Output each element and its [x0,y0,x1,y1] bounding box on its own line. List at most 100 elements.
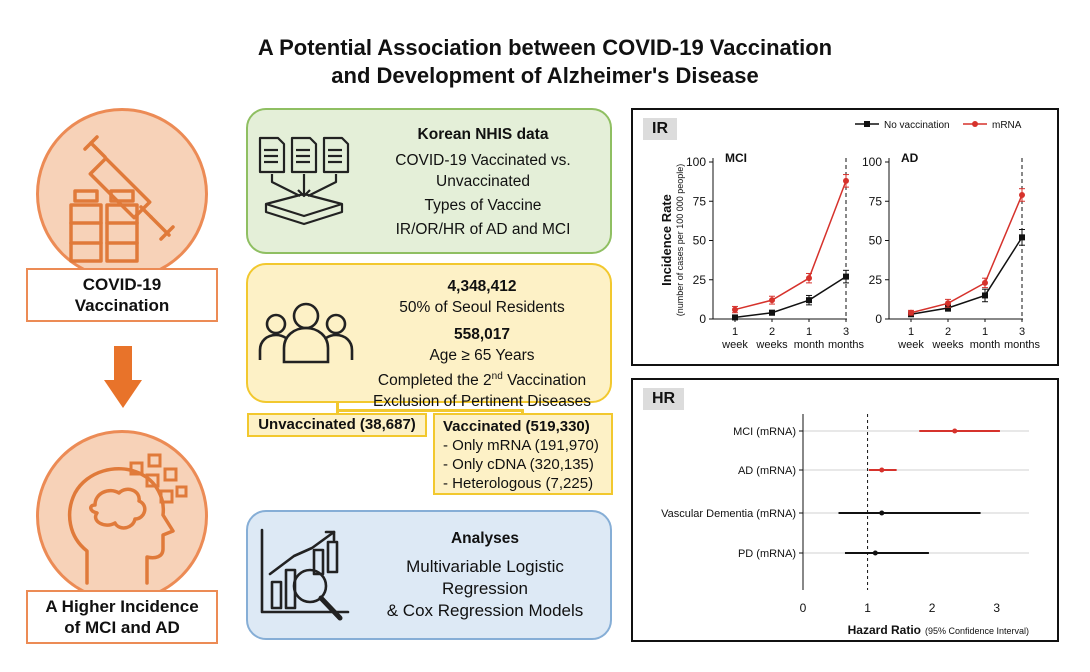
ir-point [843,273,849,280]
page-title: A Potential Association between COVID-19… [0,34,1090,90]
hr-row-label: Vascular Dementia (mRNA) [661,508,796,520]
ir-point [806,275,812,282]
hr-point [872,550,878,556]
ir-series-line [910,194,1023,314]
syringe-vials-icon [69,135,175,263]
analyses-heading: Analyses [450,530,520,547]
ir-ytick-label-0: 50 [693,234,707,248]
cohort-count-2: 558,017 [453,326,511,343]
documents-database-icon [258,136,350,226]
hr-chart: 0 1 2 3 Hazard Ratio (95% Confidence Interval… [661,414,1029,637]
ir-point [1019,234,1025,241]
ir-xtick-unit-1: weeks [931,339,964,351]
ir-point [769,297,775,304]
people-group-icon [258,302,354,364]
ir-xtick-unit-0: weeks [755,339,788,351]
ir-point [769,309,775,316]
analyses-line-3: & Cox Regression Models [386,601,584,620]
legend-marker-0 [864,121,870,127]
cohort-desc-2: Age ≥ 65 Years [429,347,535,364]
vaccinated-group: Vaccinated (519,330) - Only mRNA (191,97… [433,413,613,495]
ir-point [982,292,988,299]
ir-chart: No vaccination mRNA Incidence Rate (number … [659,120,1041,351]
ir-ylabel-sub: (number of cases per 100 000 people) [675,164,685,317]
ir-point [1019,191,1025,198]
legend-label-0: No vaccination [884,120,950,131]
covid-vaccination-label: COVID-19 Vaccination [26,268,218,322]
data-source-box [246,108,612,254]
hr-panel: HR 0 1 2 3 Hazard Ratio (95% Confidence Inter… [631,378,1059,642]
ir-xtick-num-1: 1 [982,326,988,338]
analyses-line-2: Regression [442,579,528,598]
ir-xtick-num-0: 2 [769,326,775,338]
hr-point [879,467,885,473]
data-box-line-4: IR/OR/HR of AD and MCI [395,221,571,238]
incidence-label-line-1: A Higher Incidence [45,597,199,616]
down-arrow-icon [104,380,142,408]
hr-xtick-label: 2 [929,601,936,615]
cohort-desc-4: Exclusion of Pertinent Diseases [373,393,591,411]
hr-point [879,510,885,516]
ir-ytick-label-1: 50 [869,234,883,248]
ir-point [945,305,951,312]
hr-point [952,428,958,434]
ir-ytick-label-1: 75 [869,194,883,208]
cohort-count-1: 4,348,412 [447,278,517,295]
data-box-line-3: Types of Vaccine [424,197,542,214]
ir-xtick-unit-0: month [794,339,825,351]
connector-horizontal [336,409,524,412]
ir-xtick-unit-0: months [828,339,865,351]
hr-xlabel-sub: (95% Confidence Interval) [925,626,1029,636]
vaccinated-item-cdna: - Only cDNA (320,135) [443,456,594,473]
ir-ytick-label-0: 75 [693,194,707,208]
vaccine-circle [36,108,208,280]
cohort-desc-3: Completed the 2nd Vaccination [360,366,604,391]
ir-point [908,309,914,316]
vaccinated-item-heterologous: - Heterologous (7,225) [443,475,594,492]
ir-point [945,300,951,307]
cohort-desc-3-suffix: Vaccination [502,372,587,390]
hr-xtick-label: 0 [800,601,807,615]
ir-point [732,306,738,313]
ir-ytick-label-1: 100 [862,155,882,169]
ir-point [806,297,812,304]
cohort-desc-3-sup: nd [491,371,503,382]
connector-left-drop [336,409,339,415]
ir-xtick-unit-1: week [897,339,924,351]
head-brain-icon [67,453,188,585]
incidence-label-line-2: of MCI and AD [64,618,180,637]
ir-xtick-unit-1: months [1004,339,1041,351]
higher-incidence-label: A Higher Incidence of MCI and AD [26,590,218,644]
ir-point [732,314,738,321]
data-box-line-2: Unvaccinated [436,173,530,190]
hr-row-label: AD (mRNA) [738,465,796,477]
ir-xtick-num-0: 1 [732,326,738,338]
hr-row-label: MCI (mRNA) [733,426,796,438]
ir-series-line [734,180,847,311]
analyses-line-1: Multivariable Logistic [406,557,564,576]
unvaccinated-group: Unvaccinated (38,687) [247,413,427,437]
ir-series-line [734,275,847,319]
legend-marker-1 [972,121,978,127]
ir-subplot-title-0: MCI [725,151,747,165]
title-line-1: A Potential Association between COVID-19… [257,35,833,60]
cohort-desc-1: 50% of Seoul Residents [399,299,565,316]
hr-row-label: PD (mRNA) [738,548,796,560]
hr-xtick-label: 3 [993,601,1000,615]
chart-magnifier-icon [260,528,350,621]
analyses-text: Analyses Multivariable Logistic Regressi… [370,528,600,622]
ir-ytick-label-1: 0 [875,312,882,326]
ir-xtick-unit-0: week [721,339,748,351]
vaccination-label-line-1: COVID-19 [82,275,162,294]
hr-xlabel: Hazard Ratio [848,623,921,637]
ir-series-line [910,236,1023,316]
vaccinated-heading: Vaccinated (519,330) [443,418,590,435]
cohort-box [246,263,612,403]
connector-stem [336,403,339,411]
data-box-heading: Korean NHIS data [417,126,549,143]
ir-xtick-num-0: 3 [843,326,849,338]
ir-xtick-unit-1: month [970,339,1001,351]
analyses-box [246,510,612,640]
ir-point [982,279,988,286]
cohort-text: 4,348,412 50% of Seoul Residents 558,017… [360,276,604,412]
